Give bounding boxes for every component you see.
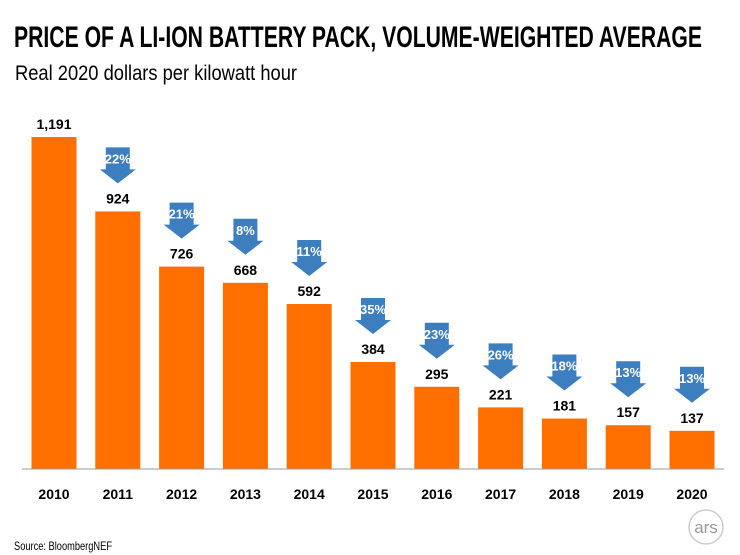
x-tick-2010: 2010	[38, 486, 69, 502]
bar-2017	[478, 407, 524, 469]
down-arrow-icon-2019	[610, 361, 647, 398]
value-label-2017: 221	[489, 386, 513, 402]
down-arrow-icon-2017	[482, 343, 519, 380]
bar-2020	[669, 430, 715, 469]
decline-label-2020: 13%	[679, 371, 705, 386]
value-label-2011: 924	[106, 190, 130, 206]
ars-logo: ars	[688, 509, 724, 545]
chart-title: PRICE OF A LI-ION BATTERY PACK, VOLUME-W…	[14, 21, 702, 54]
down-arrow-icon-2012	[163, 202, 200, 239]
bar-2012	[159, 266, 205, 469]
decline-label-2011: 22%	[105, 151, 131, 166]
down-arrow-icon-2015	[355, 297, 391, 334]
decline-label-2016: 23%	[424, 327, 450, 342]
svg-text:ars: ars	[694, 518, 718, 537]
decline-label-2014: 11%	[297, 244, 323, 259]
value-label-2014: 592	[298, 283, 322, 299]
bar-2010	[31, 137, 77, 469]
x-tick-2020: 2020	[676, 486, 707, 502]
x-tick-2019: 2019	[613, 486, 644, 502]
x-tick-2017: 2017	[485, 486, 516, 502]
bar-2011	[95, 211, 141, 469]
value-label-2019: 157	[617, 404, 641, 420]
down-arrow-icon-2016	[418, 322, 455, 359]
down-arrow-icon-2011	[99, 147, 136, 184]
chart-subtitle: Real 2020 dollars per kilowatt hour	[15, 62, 297, 85]
down-arrow-icon-2020	[674, 366, 710, 403]
value-label-2018: 181	[553, 398, 577, 414]
bar-2018	[541, 418, 587, 469]
decline-label-2018: 18%	[551, 359, 577, 374]
decline-label-2019: 13%	[615, 365, 641, 380]
x-tick-2011: 2011	[103, 486, 134, 502]
value-label-2020: 137	[680, 410, 704, 426]
source-note: Source: BloombergNEF	[14, 539, 112, 553]
decline-label-2015: 35%	[360, 302, 386, 317]
x-tick-2014: 2014	[294, 486, 325, 502]
bar-2016	[414, 386, 460, 469]
down-arrow-icon-2018	[546, 354, 583, 391]
down-arrow-icon-2014	[291, 239, 328, 276]
decline-label-2012: 21%	[169, 207, 195, 222]
value-label-2010: 1,191	[36, 116, 71, 132]
x-tick-2013: 2013	[230, 486, 261, 502]
x-tick-2015: 2015	[357, 486, 388, 502]
x-tick-2016: 2016	[421, 486, 452, 502]
bar-2019	[605, 425, 651, 469]
value-label-2012: 726	[170, 246, 194, 262]
decline-label-2013: 8%	[236, 223, 255, 238]
value-label-2015: 384	[361, 341, 385, 357]
value-label-2016: 295	[425, 366, 449, 382]
bar-2014	[286, 303, 332, 469]
x-tick-2012: 2012	[166, 486, 197, 502]
down-arrow-icon-2013	[227, 218, 264, 255]
bar-2015	[350, 361, 396, 469]
decline-label-2017: 26%	[488, 347, 514, 362]
bar-2013	[222, 282, 268, 469]
value-label-2013: 668	[234, 262, 258, 278]
x-tick-2018: 2018	[549, 486, 580, 502]
